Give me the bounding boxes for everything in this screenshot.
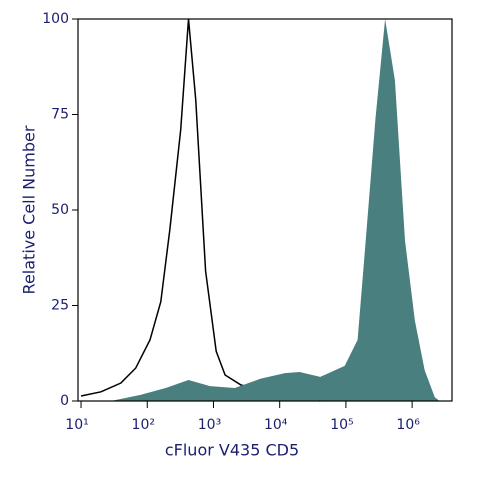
x-tick-label: 10¹ — [65, 417, 88, 433]
y-axis-label: Relative Cell Number — [20, 125, 39, 294]
y-tick-label: 50 — [51, 202, 69, 218]
x-axis-label: cFluor V435 CD5 — [165, 441, 299, 460]
y-tick-label: 100 — [42, 11, 69, 27]
x-tick-label: 10⁶ — [396, 417, 420, 433]
x-tick-label: 10² — [132, 417, 155, 433]
histogram-line — [80, 18, 321, 402]
x-tick-label: 10⁴ — [264, 417, 288, 433]
y-tick-label: 0 — [60, 393, 69, 409]
y-tick-label: 75 — [51, 107, 69, 123]
histogram-area — [110, 19, 440, 401]
x-tick-label: 10³ — [198, 417, 221, 433]
x-tick-label: 10⁵ — [330, 417, 353, 433]
y-tick-label: 25 — [51, 298, 69, 314]
